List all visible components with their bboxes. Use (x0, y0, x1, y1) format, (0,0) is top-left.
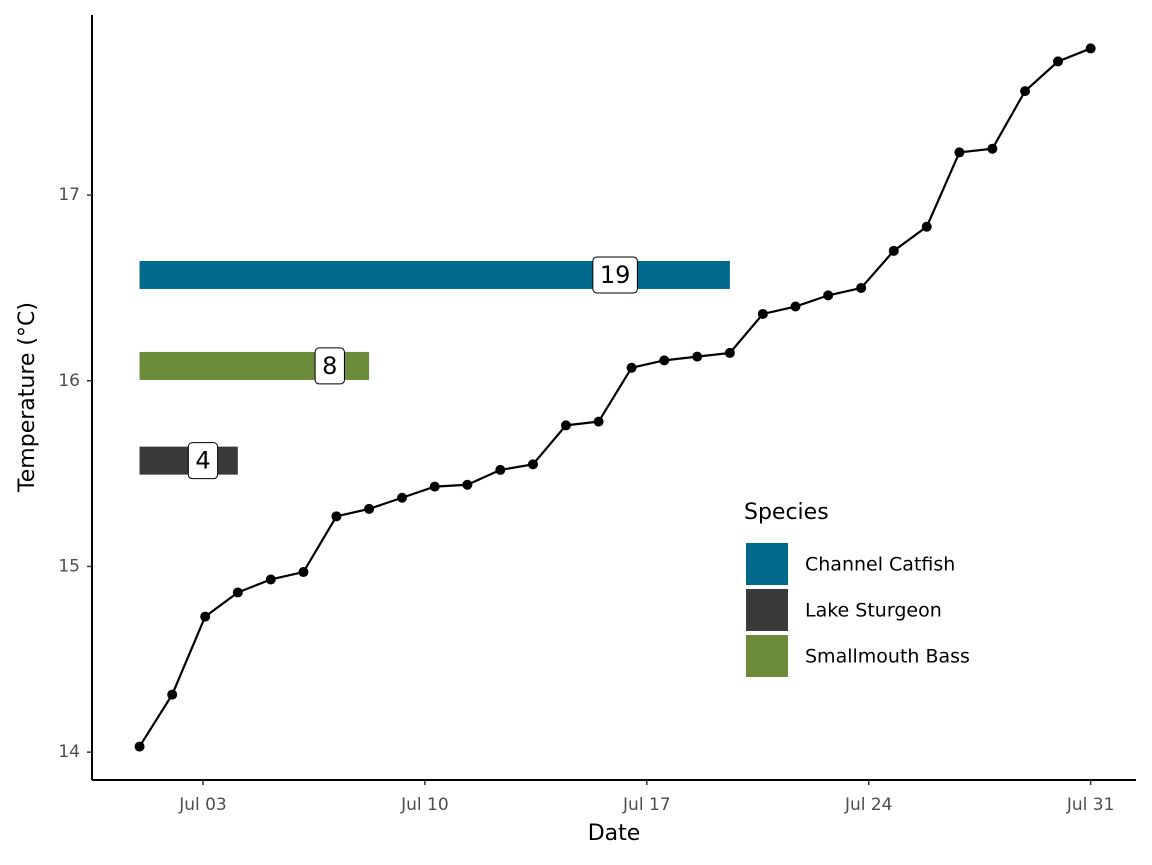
count-label-box (314, 347, 345, 385)
x-tick-label: Jul 17 (622, 795, 671, 815)
point (790, 301, 801, 312)
point (462, 479, 473, 490)
legend-key (746, 635, 788, 677)
y-tick-label: 14 (58, 742, 80, 762)
point (954, 147, 965, 158)
point (364, 503, 375, 514)
legend-key (746, 543, 788, 585)
y-tick-label: 17 (58, 185, 80, 205)
legend-key (746, 589, 788, 631)
point (593, 416, 604, 427)
y-tick-label: 15 (58, 556, 80, 576)
point (823, 290, 834, 301)
legend-title: Species (744, 500, 829, 525)
point (167, 689, 178, 700)
point (921, 221, 932, 232)
count-label: 8 (322, 352, 337, 380)
count-label-box (187, 442, 219, 480)
point (298, 567, 309, 578)
point (232, 587, 243, 598)
point (429, 481, 440, 492)
x-axis-title: Date (588, 821, 641, 846)
x-tick-label: Jul 31 (1066, 795, 1115, 815)
point (692, 351, 703, 362)
point (331, 511, 342, 522)
x-tick-label: Jul 10 (400, 795, 449, 815)
point (888, 245, 899, 256)
point (757, 308, 768, 319)
point (724, 347, 735, 358)
point (560, 420, 571, 431)
y-tick-label: 16 (58, 371, 80, 391)
x-tick-label: Jul 03 (178, 795, 227, 815)
point (1085, 43, 1096, 54)
point (200, 611, 211, 622)
point (856, 282, 867, 293)
point (265, 574, 276, 585)
legend-label: Lake Sturgeon (805, 600, 942, 622)
x-tick-label: Jul 24 (844, 795, 893, 815)
count-label-box (592, 256, 638, 294)
point (495, 464, 506, 475)
point (659, 355, 670, 366)
point (626, 362, 637, 373)
count-label: 19 (600, 261, 631, 289)
point (1053, 56, 1064, 67)
point (134, 741, 145, 752)
legend-label: Smallmouth Bass (805, 646, 970, 668)
count-label: 4 (195, 447, 210, 475)
point (397, 492, 408, 503)
point (527, 459, 538, 470)
y-axis-title: Temperature (°C) (15, 302, 40, 493)
range-bar (139, 260, 730, 289)
legend-label: Channel Catfish (805, 554, 955, 576)
point (1020, 86, 1031, 97)
temperature-line (138, 47, 1092, 748)
point (987, 143, 998, 154)
